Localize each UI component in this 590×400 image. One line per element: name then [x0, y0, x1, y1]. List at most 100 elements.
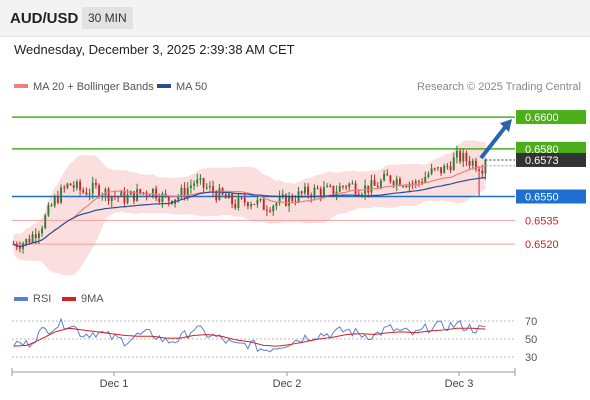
candle-body	[433, 168, 436, 170]
candle-body	[262, 199, 265, 210]
candle-body	[478, 169, 481, 171]
candle-body	[186, 187, 189, 197]
candle-body	[373, 180, 376, 186]
candle-body	[132, 191, 135, 201]
ma9-legend-swatch	[62, 297, 76, 301]
candle-body	[322, 187, 325, 196]
candle-body	[402, 185, 405, 187]
candle-body	[56, 196, 59, 203]
candle-body	[278, 196, 281, 204]
candle-body	[234, 204, 237, 209]
candle-body	[123, 191, 126, 203]
x-tick-label: Dec 1	[100, 378, 129, 390]
candle-body	[47, 205, 50, 216]
candle-body	[148, 195, 151, 197]
candle-body	[465, 152, 468, 162]
credit-label: Research © 2025 Trading Central	[417, 81, 581, 93]
candle-body	[411, 183, 414, 185]
level-label-0.6550: 0.6550	[525, 192, 559, 204]
candle-body	[28, 239, 31, 243]
candle-body	[345, 186, 348, 188]
candle-body	[392, 181, 395, 185]
candle-body	[265, 209, 268, 211]
candle-body	[202, 178, 205, 188]
candle-body	[98, 185, 101, 197]
candle-body	[79, 181, 82, 191]
target-arrow-head	[500, 119, 512, 133]
candle-body	[310, 194, 313, 198]
bollinger-band	[13, 140, 486, 276]
candle-body	[468, 161, 471, 166]
candle-body	[215, 192, 218, 200]
candle-body	[113, 195, 116, 197]
candle-body	[326, 185, 329, 188]
candle-body	[443, 165, 446, 174]
candle-body	[18, 247, 21, 249]
candle-body	[104, 189, 107, 196]
candle-body	[31, 234, 34, 243]
candle-body	[199, 178, 202, 180]
candle-body	[167, 196, 170, 201]
candle-body	[88, 193, 91, 195]
candle-body	[436, 167, 439, 169]
candle-body	[196, 179, 199, 184]
x-tick-label: Dec 3	[445, 378, 474, 390]
header-bar: AUD/USD 30 MIN	[0, 0, 590, 37]
candle-body	[259, 199, 262, 201]
candle-body	[189, 185, 192, 188]
rsi-legend-swatch	[14, 297, 28, 301]
datetime-label: Wednesday, December 3, 2025 2:39:38 AM C…	[14, 42, 295, 57]
candle-body	[405, 185, 408, 188]
candle-body	[338, 186, 341, 192]
candle-body	[250, 203, 253, 207]
candle-body	[440, 167, 443, 174]
candle-body	[471, 160, 474, 166]
level-label-0.6580: 0.6580	[525, 144, 559, 156]
ma50-legend-label: MA 50	[176, 81, 207, 93]
candle-body	[449, 166, 452, 171]
candle-body	[180, 187, 183, 197]
candle-body	[376, 185, 379, 188]
candle-body	[275, 203, 278, 206]
candle-body	[155, 188, 158, 199]
candle-body	[34, 234, 37, 238]
rsi-tick-30: 30	[525, 352, 537, 364]
candle-body	[161, 193, 164, 202]
candle-body	[142, 192, 145, 194]
symbol-label: AUD/USD	[10, 10, 79, 27]
candle-body	[94, 182, 97, 186]
candle-body	[101, 195, 104, 197]
candle-body	[379, 180, 382, 188]
interval-selector[interactable]: 30 MIN	[82, 7, 133, 29]
candle-body	[126, 194, 129, 203]
candle-body	[300, 191, 303, 194]
candle-body	[243, 197, 246, 203]
candle-body	[417, 181, 420, 183]
ma50-legend-swatch	[157, 84, 171, 88]
level-tag-0.6550	[516, 189, 586, 204]
candle-body	[224, 194, 227, 199]
candle-body	[351, 183, 354, 185]
candle-body	[82, 190, 85, 193]
candle-body	[151, 188, 154, 196]
candle-body	[227, 194, 230, 199]
last-price-tag	[516, 152, 586, 167]
candle-body	[85, 192, 88, 195]
level-tag-0.6600	[516, 110, 586, 125]
candle-body	[53, 196, 56, 206]
rsi-tick-70: 70	[525, 316, 537, 328]
candle-body	[91, 182, 94, 194]
ma20-legend-swatch	[14, 84, 28, 88]
candle-body	[360, 194, 363, 196]
level-label-0.6520: 0.6520	[525, 239, 559, 251]
candle-body	[208, 186, 211, 188]
candle-body	[446, 165, 449, 167]
candle-body	[370, 180, 373, 193]
candle-body	[120, 191, 123, 198]
candle-body	[37, 233, 40, 238]
candle-body	[462, 152, 465, 162]
candle-body	[303, 186, 306, 194]
candle-body	[193, 183, 196, 186]
candle-body	[341, 186, 344, 188]
